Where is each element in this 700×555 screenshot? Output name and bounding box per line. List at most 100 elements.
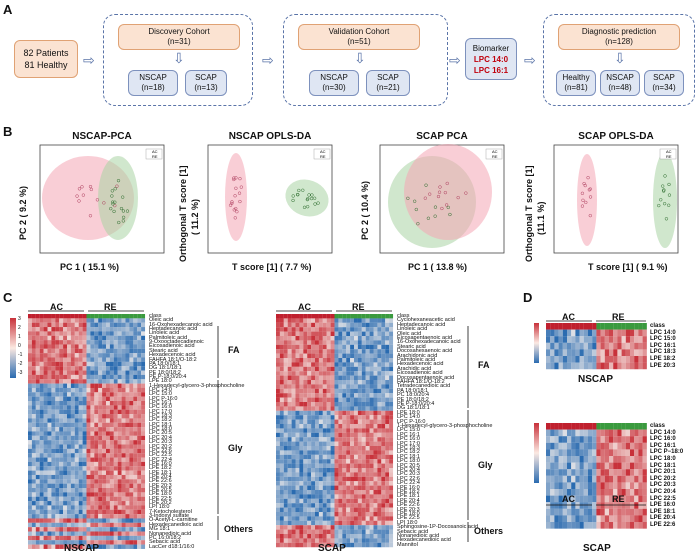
heatmap-cell <box>361 441 366 447</box>
heatmap-cell <box>121 374 126 380</box>
heatmap-cell <box>283 406 288 411</box>
heatmap-cell <box>78 466 83 471</box>
heatmap-cell <box>109 418 114 423</box>
heatmap-cell <box>592 475 597 483</box>
heatmap-cell <box>307 371 312 376</box>
heatmap-cell <box>588 489 593 496</box>
heatmap-title-d-scap: SCAP <box>583 543 611 554</box>
row-label: Sphingosine-1P-Docosanoic acid <box>397 524 479 531</box>
heatmap-cell <box>133 379 138 384</box>
heatmap-cell <box>361 485 366 491</box>
heatmap-cell <box>596 475 601 483</box>
class-bar-cell <box>326 314 331 319</box>
heatmap-cell <box>604 436 610 443</box>
heatmap-cell <box>129 479 134 484</box>
heatmap-cell <box>554 429 559 437</box>
row-label: FAHFA 18:1/O-18:2 <box>397 379 445 385</box>
heatmap-cell <box>121 340 126 345</box>
heatmap-cell <box>31 461 36 467</box>
heatmap-cell <box>74 505 79 510</box>
heatmap-cell <box>609 522 614 529</box>
heatmap-cell <box>295 432 300 438</box>
row-label: LPC 20:4 <box>149 434 172 441</box>
heatmap-cell <box>291 525 296 530</box>
heatmap-cell <box>330 481 335 486</box>
heatmap-cell <box>39 374 44 380</box>
heatmap-cell <box>377 463 382 469</box>
heatmap-cell <box>600 462 605 470</box>
heatmap-cell <box>137 492 142 497</box>
heatmap-cell <box>315 353 319 359</box>
heatmap-cell <box>283 494 288 499</box>
heatmap-cell <box>70 505 75 510</box>
score-point <box>580 191 585 195</box>
heatmap-cell <box>35 353 40 358</box>
heatmap-cell <box>125 353 130 358</box>
heatmap-cell <box>102 374 107 380</box>
heatmap-cell <box>74 461 79 467</box>
heatmap-cell <box>600 482 605 490</box>
heatmap-cell <box>55 335 60 341</box>
heatmap-cell <box>133 483 138 489</box>
heatmap-cell <box>279 512 284 517</box>
discovery-n: (n=31) <box>167 37 191 46</box>
heatmap-cell <box>357 520 362 526</box>
heatmap-cell <box>113 509 118 515</box>
heatmap-cell <box>567 442 572 450</box>
heatmap-cell <box>276 415 280 420</box>
heatmap-cell <box>630 475 635 483</box>
heatmap-cell <box>567 508 572 516</box>
heatmap-cell <box>385 437 390 442</box>
heatmap-cell <box>554 462 559 470</box>
heatmap-cell <box>287 485 292 491</box>
heatmap-cell <box>121 531 126 536</box>
heatmap-cell <box>346 349 351 354</box>
heatmap-cell <box>373 331 378 337</box>
heatmap-cell <box>365 406 370 411</box>
heatmap-cell <box>550 462 555 470</box>
heatmap-cell <box>28 383 32 388</box>
heatmap-cell <box>287 402 292 407</box>
heatmap-cell <box>47 514 52 519</box>
heatmap-cell <box>583 429 589 437</box>
heatmap-cell <box>369 520 374 526</box>
heatmap-cell <box>307 494 312 499</box>
heatmap-cell <box>326 446 331 451</box>
heatmap-cell <box>307 441 312 447</box>
heatmap-cell <box>74 514 79 519</box>
heatmap-cell <box>361 459 366 464</box>
heatmap-cell <box>47 353 52 358</box>
heatmap-cell <box>86 522 91 528</box>
heatmap-cell <box>51 405 56 410</box>
heatmap-cell <box>373 428 378 433</box>
arrow-right-icon: ⇨ <box>524 52 536 68</box>
heatmap-cell <box>588 462 593 470</box>
heatmap-cell <box>98 318 103 323</box>
heatmap-cell <box>137 396 142 402</box>
heatmap-cell <box>579 502 584 509</box>
heatmap-cell <box>546 502 551 509</box>
row-label: 3-Indoxyl sulfate <box>149 513 190 520</box>
heatmap-cell <box>90 418 95 423</box>
heatmap-cell <box>303 428 308 433</box>
heatmap-cell <box>550 442 555 450</box>
heatmap-cell <box>125 409 130 415</box>
heatmap-cell <box>121 396 126 402</box>
heatmap-cell <box>295 406 300 411</box>
heatmap-cell <box>113 440 118 445</box>
heatmap-cell <box>617 442 622 450</box>
score-point <box>662 188 666 192</box>
heatmap-cell <box>287 410 292 416</box>
heatmap-cell <box>295 366 300 372</box>
heatmap-cell <box>31 422 36 428</box>
heatmap-cell <box>109 344 114 349</box>
heatmap-cell <box>28 453 32 458</box>
heatmap-cell <box>389 419 394 425</box>
heatmap-cell <box>307 490 312 495</box>
diagnostic-nscap-n: (n=48) <box>608 83 632 92</box>
heatmap-cell <box>377 490 382 495</box>
heatmap-cell <box>137 466 142 471</box>
heatmap-cell <box>47 527 52 532</box>
score-point <box>413 199 417 203</box>
heatmap-cell <box>365 380 370 385</box>
